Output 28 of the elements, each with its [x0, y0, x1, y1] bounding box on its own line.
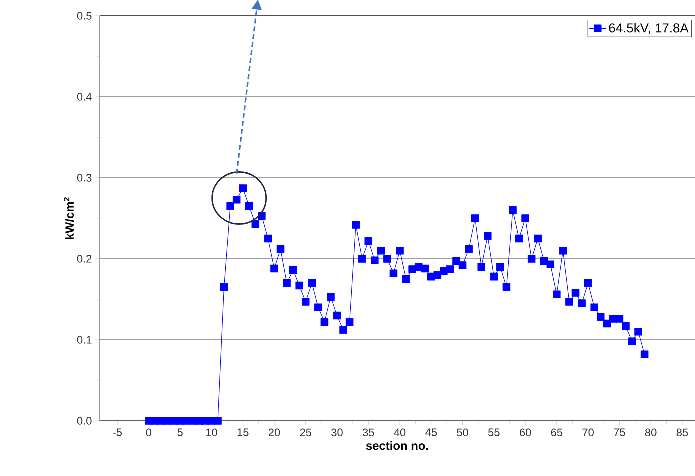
- y-tick-label: 0.0: [77, 417, 92, 425]
- y-axis-title: kW/cm$^{2}$: [64, 198, 74, 240]
- x-tick-label: 35: [362, 428, 374, 437]
- x-tick-label: 40: [394, 428, 406, 437]
- y-tick-label: 0.2: [77, 255, 92, 263]
- y-tick-label: 0.1: [77, 336, 92, 344]
- x-tick-label: 20: [268, 428, 280, 437]
- x-tick-label: 85: [676, 428, 688, 437]
- x-tick-label: 5: [178, 428, 183, 436]
- x-tick-label: 75: [614, 428, 626, 436]
- x-tick-label: 15: [238, 428, 249, 436]
- x-tick-label: 45: [426, 428, 438, 436]
- y-tick-label: 0.4: [77, 93, 92, 101]
- x-tick-label: 25: [300, 428, 312, 437]
- x-axis-title: section no.: [366, 441, 428, 450]
- x-tick-label: 30: [332, 428, 343, 437]
- x-tick-label: -5: [113, 428, 122, 436]
- x-tick-label: 70: [582, 428, 594, 437]
- x-tick-label: 10: [206, 428, 218, 437]
- x-tick-label: 55: [488, 428, 500, 436]
- y-tick-label: 0.3: [77, 174, 92, 182]
- x-tick-label: 60: [520, 428, 532, 437]
- x-tick-label: 0: [146, 428, 152, 437]
- y-tick-label: 0.5: [77, 12, 92, 20]
- x-tick-label: 65: [551, 428, 563, 437]
- x-tick-label: 80: [645, 428, 657, 437]
- x-tick-label: 50: [457, 428, 468, 437]
- legend-label: 64.5kV, 17.8A: [609, 23, 689, 34]
